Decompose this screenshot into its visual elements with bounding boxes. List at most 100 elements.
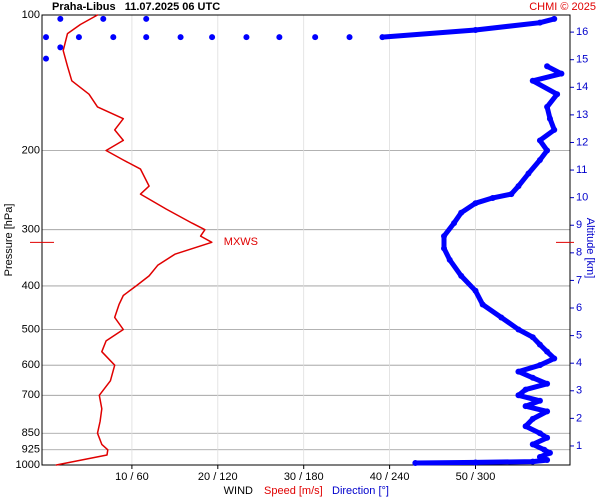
direction-point — [551, 126, 558, 133]
direction-point — [458, 272, 465, 279]
y-tick-label: 200 — [22, 144, 40, 156]
y2-tick-label: 7 — [576, 274, 582, 286]
direction-point — [546, 449, 553, 456]
direction-point — [544, 63, 551, 70]
y-tick-label: 700 — [22, 389, 40, 401]
direction-point — [508, 191, 515, 198]
direction-point — [525, 170, 532, 177]
x-tick-label: 20 / 120 — [198, 471, 238, 483]
direction-point — [515, 183, 522, 190]
direction-point — [515, 368, 522, 375]
direction-point — [529, 374, 536, 381]
y-tick-label: 300 — [22, 224, 40, 236]
direction-point — [536, 341, 543, 348]
direction-point — [412, 460, 419, 467]
direction-point — [554, 91, 561, 98]
y2-tick-label: 14 — [576, 81, 588, 93]
chart-title: Praha-Libus 11.07.2025 06 UTC — [52, 1, 220, 13]
direction-point — [451, 220, 458, 227]
y2-tick-label: 12 — [576, 136, 588, 148]
direction-point — [544, 380, 551, 387]
direction-point — [75, 34, 82, 41]
direction-point — [536, 430, 543, 437]
y2-tick-label: 8 — [576, 247, 582, 259]
direction-point — [243, 34, 250, 41]
direction-point — [522, 386, 529, 393]
direction-point — [515, 392, 522, 399]
direction-point — [143, 34, 150, 41]
direction-point — [522, 403, 529, 410]
direction-point — [551, 15, 558, 22]
direction-point — [472, 459, 479, 466]
y2-tick-label: 1 — [576, 440, 582, 452]
direction-point — [177, 34, 184, 41]
direction-point — [544, 434, 551, 441]
direction-point — [544, 147, 551, 154]
direction-point — [529, 441, 536, 448]
direction-point — [541, 446, 548, 453]
x-axis-label: WIND — [224, 485, 253, 497]
y-tick-label: 600 — [22, 359, 40, 371]
legend-entry: Speed [m/s] — [264, 485, 323, 497]
x-tick-label: 30 / 180 — [284, 471, 324, 483]
direction-point — [515, 326, 522, 333]
direction-point — [441, 233, 448, 240]
x-tick-label: 50 / 300 — [456, 471, 496, 483]
direction-point — [544, 348, 551, 355]
direction-point — [551, 355, 558, 362]
y2-tick-label: 16 — [576, 26, 588, 38]
direction-point — [458, 209, 465, 216]
direction-point — [209, 34, 216, 41]
direction-point — [57, 44, 64, 51]
direction-point — [536, 454, 543, 461]
direction-point — [544, 457, 551, 464]
x-tick-label: 40 / 240 — [370, 471, 410, 483]
direction-point — [546, 115, 553, 122]
direction-point — [529, 415, 536, 422]
direction-point — [43, 34, 49, 41]
y-tick-label: 500 — [22, 323, 40, 335]
y2-tick-label: 10 — [576, 192, 588, 204]
y2-tick-label: 2 — [576, 412, 582, 424]
direction-point — [143, 15, 150, 22]
direction-point — [522, 423, 529, 430]
y-tick-label: 925 — [22, 444, 40, 456]
direction-point — [43, 55, 49, 62]
direction-point — [498, 314, 505, 321]
direction-point — [529, 334, 536, 341]
y-tick-label: 850 — [22, 427, 40, 439]
direction-point — [110, 34, 117, 41]
credit: CHMI © 2025 — [529, 1, 596, 13]
direction-point — [472, 27, 479, 34]
y-tick-label: 1000 — [16, 459, 40, 471]
y2-tick-label: 11 — [576, 164, 587, 176]
direction-point — [536, 156, 543, 163]
y-tick-label: 400 — [22, 280, 40, 292]
y2-tick-label: 5 — [576, 330, 582, 342]
direction-point — [312, 34, 319, 41]
direction-point — [529, 77, 536, 84]
direction-point — [536, 19, 543, 26]
speed-line — [55, 14, 213, 466]
plot-frame — [41, 14, 571, 466]
y2-tick-label: 15 — [576, 54, 588, 66]
direction-point — [100, 15, 107, 22]
direction-point — [441, 245, 448, 252]
x-tick-label: 10 / 60 — [115, 471, 149, 483]
y2-axis-label: Altitude [km] — [584, 218, 596, 279]
y2-tick-label: 13 — [576, 109, 588, 121]
direction-point — [472, 200, 479, 207]
direction-point — [379, 34, 386, 41]
direction-point — [276, 34, 283, 41]
direction-point — [57, 15, 64, 22]
direction-point — [536, 397, 543, 404]
y-tick-label: 100 — [22, 9, 40, 21]
direction-point — [558, 70, 565, 77]
y2-tick-label: 4 — [576, 357, 582, 369]
direction-point — [536, 362, 543, 369]
direction-point — [544, 408, 551, 415]
direction-point — [536, 137, 543, 144]
direction-point — [489, 194, 496, 201]
